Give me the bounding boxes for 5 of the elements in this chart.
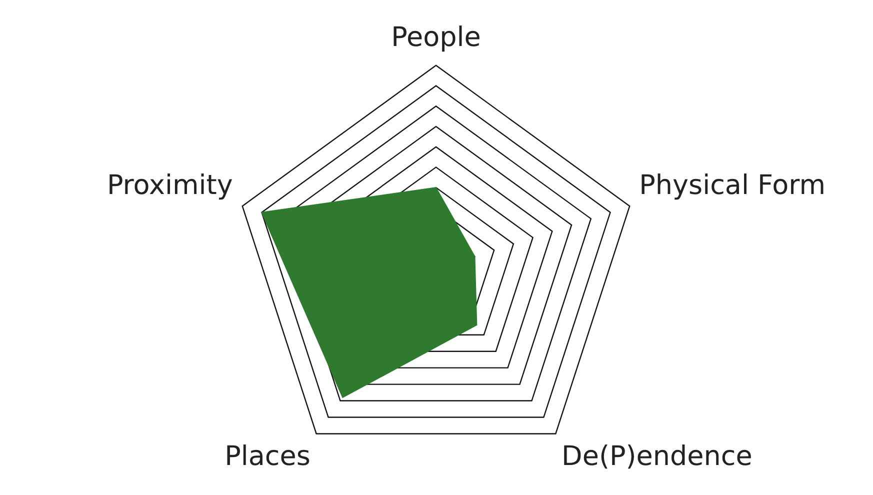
spoke-label: Physical Form [639, 170, 826, 201]
spoke-label: Places [224, 441, 310, 472]
spoke-label: De(P)endence [562, 441, 752, 472]
spoke-label: People [391, 22, 481, 54]
spoke-label: Proximity [106, 170, 233, 201]
